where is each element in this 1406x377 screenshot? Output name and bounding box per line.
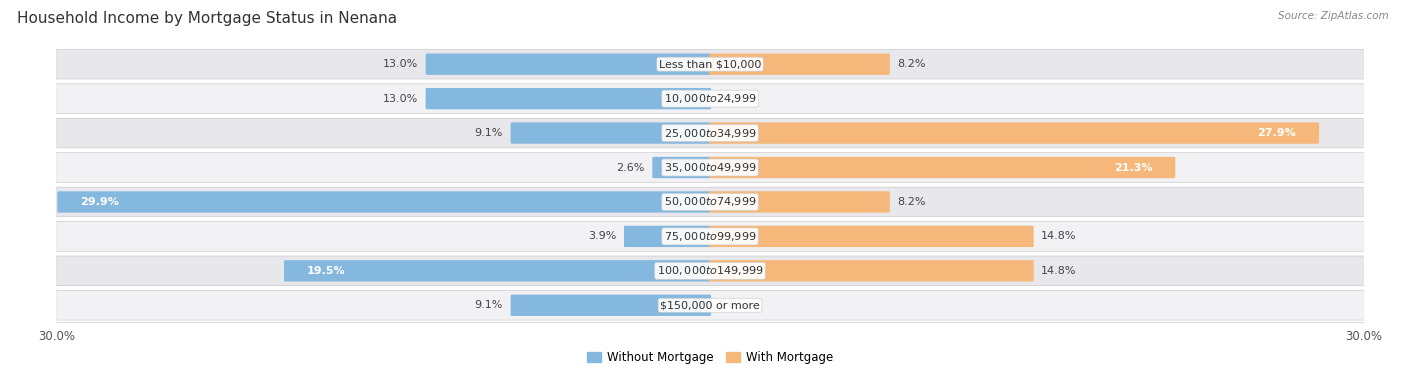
FancyBboxPatch shape (58, 191, 711, 213)
Text: 13.0%: 13.0% (382, 93, 418, 104)
FancyBboxPatch shape (56, 84, 1364, 113)
FancyBboxPatch shape (426, 88, 711, 109)
Text: 29.9%: 29.9% (80, 197, 120, 207)
Legend: Without Mortgage, With Mortgage: Without Mortgage, With Mortgage (582, 346, 838, 369)
Text: $25,000 to $34,999: $25,000 to $34,999 (664, 127, 756, 139)
Text: 13.0%: 13.0% (382, 59, 418, 69)
FancyBboxPatch shape (510, 294, 711, 316)
FancyBboxPatch shape (56, 290, 1364, 320)
Text: $35,000 to $49,999: $35,000 to $49,999 (664, 161, 756, 174)
FancyBboxPatch shape (56, 222, 1364, 251)
Text: 8.2%: 8.2% (897, 59, 927, 69)
Text: 14.8%: 14.8% (1042, 231, 1077, 241)
FancyBboxPatch shape (426, 54, 711, 75)
Text: 0.0%: 0.0% (718, 93, 747, 104)
FancyBboxPatch shape (56, 256, 1364, 286)
FancyBboxPatch shape (709, 226, 1033, 247)
FancyBboxPatch shape (510, 123, 711, 144)
Text: 3.9%: 3.9% (588, 231, 616, 241)
Text: 8.2%: 8.2% (897, 197, 927, 207)
Text: $75,000 to $99,999: $75,000 to $99,999 (664, 230, 756, 243)
FancyBboxPatch shape (284, 260, 711, 282)
FancyBboxPatch shape (56, 118, 1364, 148)
Text: 19.5%: 19.5% (307, 266, 346, 276)
Text: Less than $10,000: Less than $10,000 (659, 59, 761, 69)
FancyBboxPatch shape (56, 153, 1364, 182)
FancyBboxPatch shape (709, 191, 890, 213)
Text: 27.9%: 27.9% (1257, 128, 1296, 138)
FancyBboxPatch shape (652, 157, 711, 178)
Text: 2.6%: 2.6% (616, 162, 644, 173)
Text: 0.0%: 0.0% (718, 300, 747, 310)
FancyBboxPatch shape (709, 157, 1175, 178)
Text: $10,000 to $24,999: $10,000 to $24,999 (664, 92, 756, 105)
FancyBboxPatch shape (709, 54, 890, 75)
Text: Source: ZipAtlas.com: Source: ZipAtlas.com (1278, 11, 1389, 21)
Text: Household Income by Mortgage Status in Nenana: Household Income by Mortgage Status in N… (17, 11, 396, 26)
Text: 14.8%: 14.8% (1042, 266, 1077, 276)
Text: $150,000 or more: $150,000 or more (661, 300, 759, 310)
Text: 9.1%: 9.1% (475, 300, 503, 310)
FancyBboxPatch shape (709, 123, 1319, 144)
FancyBboxPatch shape (56, 49, 1364, 79)
Text: $50,000 to $74,999: $50,000 to $74,999 (664, 195, 756, 208)
Text: $100,000 to $149,999: $100,000 to $149,999 (657, 264, 763, 277)
Text: 9.1%: 9.1% (475, 128, 503, 138)
FancyBboxPatch shape (624, 226, 711, 247)
FancyBboxPatch shape (709, 260, 1033, 282)
Text: 21.3%: 21.3% (1114, 162, 1153, 173)
FancyBboxPatch shape (56, 187, 1364, 217)
